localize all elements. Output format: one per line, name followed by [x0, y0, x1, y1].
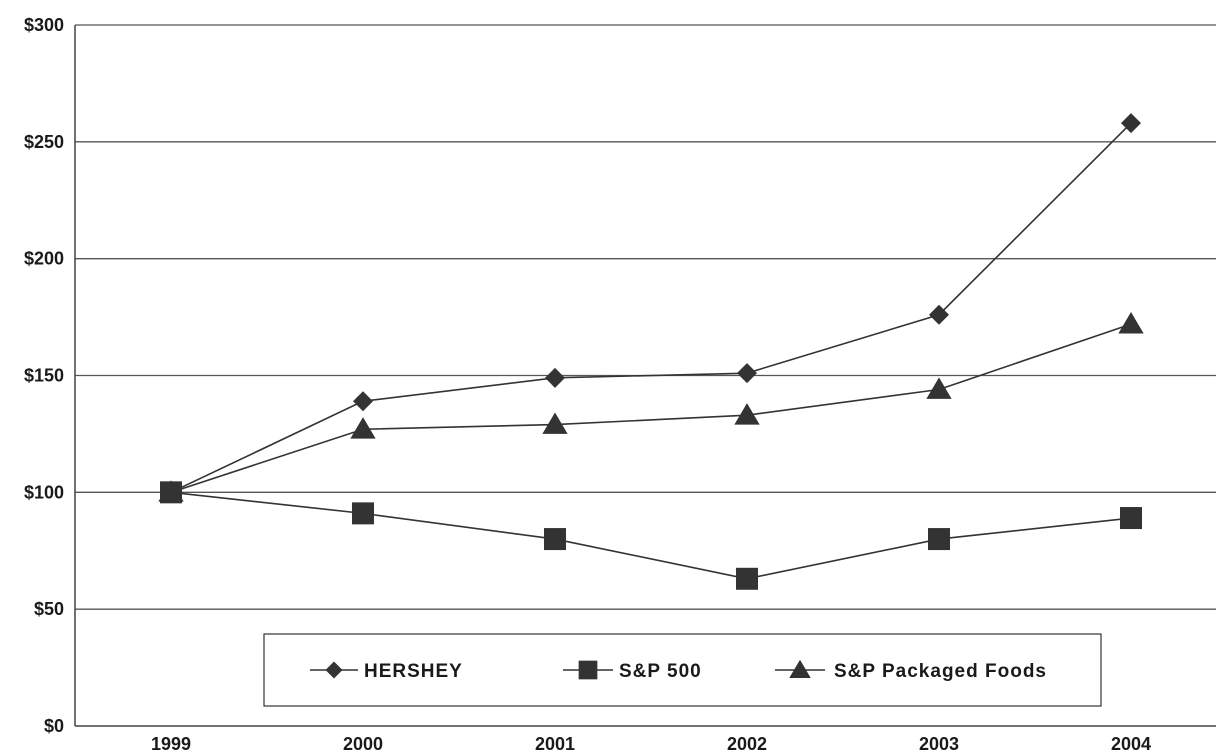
data-point-diamond — [545, 367, 565, 388]
y-tick-labels: $0 $50 $100 $150 $200 $250 $300 — [24, 15, 64, 736]
legend-marker-triangle — [789, 659, 811, 678]
x-tick-label: 2002 — [727, 734, 767, 751]
data-point-diamond — [1121, 113, 1141, 134]
data-point-diamond — [353, 391, 373, 412]
series-line-1 — [170, 122, 1132, 494]
data-point-diamond — [929, 304, 949, 325]
legend-label: HERSHEY — [364, 661, 463, 682]
axes — [74, 25, 1216, 727]
legend-marker-diamond — [325, 661, 343, 679]
series-line-2 — [170, 491, 1132, 580]
data-point-square — [928, 528, 950, 551]
data-point-triangle — [350, 417, 376, 439]
y-tick-label: $50 — [34, 599, 64, 619]
y-tick-label: $150 — [24, 366, 64, 386]
data-point-diamond — [737, 363, 757, 384]
data-point-square — [736, 567, 758, 590]
legend-label: S&P Packaged Foods — [834, 661, 1047, 682]
data-point-square — [1120, 507, 1142, 530]
data-point-triangle — [1118, 311, 1144, 334]
series-lines — [170, 122, 1132, 580]
gridlines — [75, 24, 1216, 610]
data-point-triangle — [926, 377, 952, 399]
data-point-square — [544, 528, 566, 551]
x-tick-label: 2001 — [535, 734, 575, 751]
y-tick-label: $250 — [24, 132, 64, 152]
data-point-triangle — [542, 412, 568, 434]
legend-marker-square — [578, 660, 598, 680]
series-markers — [158, 113, 1144, 590]
x-tick-label: 2003 — [919, 734, 959, 751]
series-line-3 — [170, 323, 1132, 494]
y-tick-label: $200 — [24, 249, 64, 269]
legend: HERSHEY S&P 500 S&P Packaged Foods — [263, 633, 1102, 707]
legend-item: S&P Packaged Foods — [775, 659, 1047, 682]
legend-item: HERSHEY — [310, 661, 463, 682]
data-point-square — [160, 481, 182, 504]
data-point-triangle — [734, 403, 760, 425]
legend-item: S&P 500 — [563, 660, 702, 682]
y-tick-label: $0 — [44, 716, 64, 736]
legend-label: S&P 500 — [619, 661, 702, 682]
x-tick-labels: 1999 2000 2001 2002 2003 2004 — [151, 734, 1151, 751]
y-tick-label: $100 — [24, 482, 64, 502]
legend-box — [263, 633, 1102, 707]
x-tick-label: 1999 — [151, 734, 191, 751]
x-tick-label: 2000 — [343, 734, 383, 751]
data-point-square — [352, 502, 374, 525]
x-tick-label: 2004 — [1111, 734, 1151, 751]
y-tick-label: $300 — [24, 15, 64, 35]
